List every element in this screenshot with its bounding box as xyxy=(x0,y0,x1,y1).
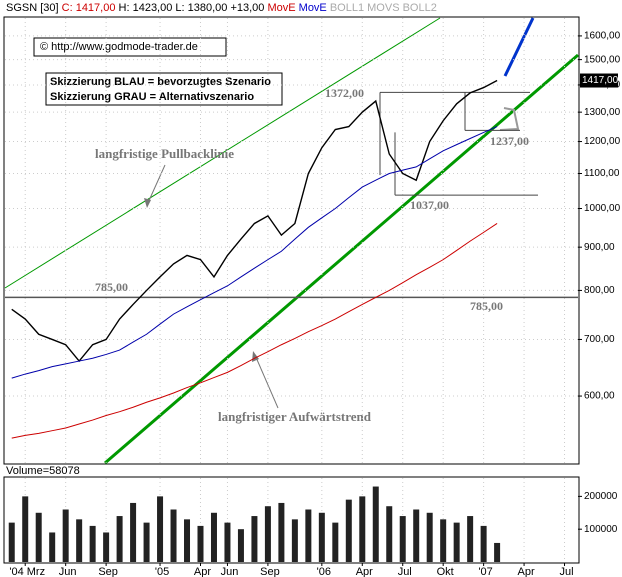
x-tick-label: '07 xyxy=(478,566,492,577)
volume-bar xyxy=(35,512,42,562)
note-arrow xyxy=(254,354,279,409)
header-bands: BOLL1 MOVS BOLL2 xyxy=(330,2,437,14)
volume-bar xyxy=(332,522,339,562)
volume-bar xyxy=(453,522,460,562)
note: langfristige Pullbacklinie xyxy=(95,146,234,161)
volume-bar xyxy=(197,525,204,562)
x-tick-label: Apr xyxy=(194,566,211,577)
header: SGSN [30] C: 1417,00 H: 1423,00 L: 1380,… xyxy=(6,2,437,14)
header-rest: H: 1423,00 L: 1380,00 +13,00 xyxy=(119,2,265,14)
blue-scenario xyxy=(503,17,535,77)
x-tick-label: Sep xyxy=(260,566,280,577)
volume-bar xyxy=(480,525,487,562)
volume-bar xyxy=(8,522,15,562)
x-tick-label: Jul xyxy=(398,566,412,577)
x-tick-label: '04 Mrz xyxy=(9,566,45,577)
price-line xyxy=(11,79,498,363)
y-tick-label: 600,00 xyxy=(584,391,615,402)
volume-bar xyxy=(291,519,298,562)
header-ma1: MovE xyxy=(267,2,295,14)
y-tick-label: 200000 xyxy=(584,491,618,502)
volume-bar xyxy=(399,516,406,562)
x-tick-label: Sep xyxy=(98,566,118,577)
volume-bar xyxy=(22,496,29,562)
y-tick-label: 1300,00 xyxy=(584,107,621,118)
level-label: 785,00 xyxy=(470,299,503,313)
volume-bar xyxy=(237,529,244,562)
header-ma2: MovE xyxy=(299,2,327,14)
x-tick-label: Jul xyxy=(559,566,573,577)
volume-bar xyxy=(184,519,191,562)
copyright-box xyxy=(33,37,227,57)
volume-bar xyxy=(89,525,96,562)
scenario-line: Skizzierung GRAU = Alternativszenario xyxy=(50,91,254,103)
volume-bar xyxy=(426,512,433,562)
level-label: 1372,00 xyxy=(325,86,364,100)
volume-bar xyxy=(251,516,258,562)
volume-bar xyxy=(130,502,137,562)
volume-bar xyxy=(116,516,123,562)
x-tick-label: Jun xyxy=(59,566,77,577)
price-frame xyxy=(3,16,580,465)
y-tick-label: 800,00 xyxy=(584,285,615,296)
y-tick-label: 1100,00 xyxy=(584,168,620,179)
volume-bar xyxy=(494,542,501,562)
uptrend-line xyxy=(104,53,579,465)
volume-bar xyxy=(264,506,271,562)
gray-scenario xyxy=(499,107,520,131)
pullback-line xyxy=(4,17,441,289)
price-line xyxy=(11,126,498,379)
y-tick-label: 1600,00 xyxy=(584,31,621,42)
volume-bar xyxy=(318,512,325,562)
x-tick-label: Okt xyxy=(437,566,454,577)
volume-bar xyxy=(170,509,177,562)
level-label: 1237,00 xyxy=(490,134,529,148)
volume-bar xyxy=(440,519,447,562)
y-tick-label: 1200,00 xyxy=(584,136,621,147)
header-symbol: SGSN [30] xyxy=(6,2,59,14)
volume-bar xyxy=(62,509,69,562)
last-price-label: 1417,00 xyxy=(582,75,619,86)
scenario-box xyxy=(45,72,283,106)
header-close: C: 1417,00 xyxy=(62,2,116,14)
note: langfristiger Aufwärtstrend xyxy=(218,409,372,424)
copyright: © http://www.godmode-trader.de xyxy=(40,41,198,53)
y-tick-label: 900,00 xyxy=(584,242,615,253)
x-tick-label: '06 xyxy=(317,566,331,577)
volume-bar xyxy=(103,532,110,562)
price-line xyxy=(11,223,498,439)
x-tick-label: Jun xyxy=(221,566,239,577)
volume-bar xyxy=(143,522,150,562)
volume-bar xyxy=(386,506,393,562)
level-label: 785,00 xyxy=(95,280,128,294)
volume-bar xyxy=(359,496,366,562)
y-tick-label: 1000,00 xyxy=(584,203,621,214)
volume-bar xyxy=(305,509,312,562)
volume-frame xyxy=(3,476,580,564)
volume-bar xyxy=(278,502,285,562)
volume-bar xyxy=(467,516,474,562)
volume-bar xyxy=(49,532,56,562)
volume-bar xyxy=(76,519,83,562)
volume-bar xyxy=(224,522,231,562)
y-tick-label: 1500,00 xyxy=(584,54,621,65)
note-arrowhead xyxy=(144,198,151,208)
volume-bar xyxy=(345,499,352,562)
scenario-line: Skizzierung BLAU = bevorzugtes Szenario xyxy=(50,76,271,88)
y-tick-label: 100000 xyxy=(584,524,618,535)
level-label: 1037,00 xyxy=(410,198,449,212)
x-tick-label: '05 xyxy=(155,566,169,577)
volume-label: Volume=58078 xyxy=(6,465,80,477)
volume-bar xyxy=(372,486,379,562)
volume-bar xyxy=(157,496,164,562)
last-price-tag xyxy=(580,73,618,88)
note-arrowhead xyxy=(252,351,259,362)
volume-bar xyxy=(413,509,420,562)
volume-bar xyxy=(210,512,217,562)
x-tick-label: Apr xyxy=(356,566,373,577)
note-arrow xyxy=(146,164,166,206)
y-tick-label: 700,00 xyxy=(584,334,615,345)
x-tick-label: Apr xyxy=(518,566,535,577)
